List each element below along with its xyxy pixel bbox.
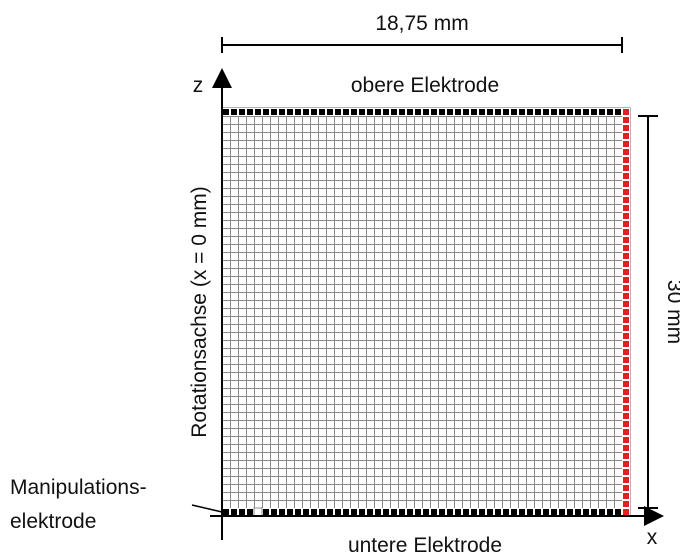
manipulation-electrode (253, 507, 263, 517)
bottom-electrode-label: untere Elektrode (348, 534, 502, 557)
manipulation-label: elektrode (10, 510, 96, 533)
top-electrode (222, 108, 622, 116)
z-label: z (193, 74, 204, 97)
manipulation-label: Manipulations- (10, 476, 147, 499)
mesh-grid (221, 107, 631, 517)
bottom-electrode (222, 508, 622, 516)
side-electrode (622, 108, 630, 516)
top-electrode-label: obere Elektrode (351, 74, 499, 97)
rotation-axis-label: Rotationsachse (x = 0 mm) (188, 186, 211, 438)
height-label: 30 mm (663, 280, 680, 344)
width-dimension (221, 37, 623, 53)
height-dimension (638, 115, 658, 509)
leader-line (191, 504, 223, 513)
x-label: x (647, 526, 658, 549)
width-label: 18,75 mm (375, 12, 468, 35)
